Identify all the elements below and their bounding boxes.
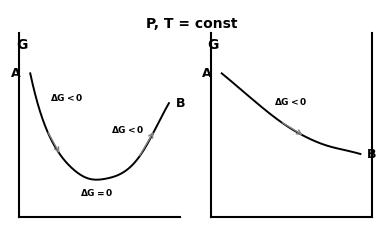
Text: G: G bbox=[16, 38, 28, 52]
Text: $\mathbf{\Delta G<0}$: $\mathbf{\Delta G<0}$ bbox=[275, 96, 308, 107]
Text: B: B bbox=[367, 148, 377, 160]
Text: A: A bbox=[11, 67, 21, 80]
Text: B: B bbox=[176, 97, 185, 110]
Text: $\mathbf{\Delta G<0}$: $\mathbf{\Delta G<0}$ bbox=[50, 93, 83, 103]
Text: P, T = const: P, T = const bbox=[146, 17, 237, 30]
Text: $\mathbf{\Delta G<0}$: $\mathbf{\Delta G<0}$ bbox=[111, 124, 144, 135]
Text: A: A bbox=[202, 67, 212, 80]
Text: G: G bbox=[208, 38, 219, 52]
Text: $\mathbf{\Delta G=0}$: $\mathbf{\Delta G=0}$ bbox=[80, 187, 113, 198]
